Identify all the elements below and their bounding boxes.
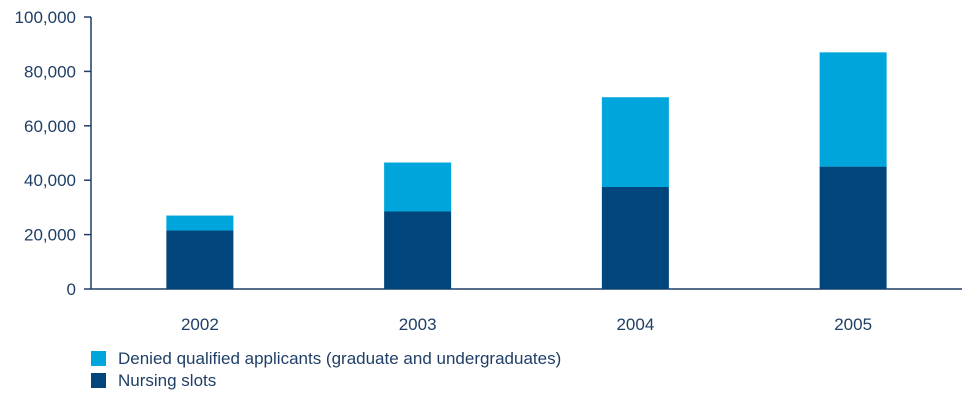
bar-segment-nursing-slots bbox=[819, 166, 887, 289]
bar-segment-denied-applicants bbox=[384, 162, 452, 212]
bars bbox=[166, 52, 887, 289]
legend-label: Denied qualified applicants (graduate an… bbox=[118, 349, 561, 368]
y-tick-label: 40,000 bbox=[24, 171, 76, 190]
bar-segment-nursing-slots bbox=[601, 187, 669, 289]
bar-segment-denied-applicants bbox=[819, 52, 887, 167]
y-tick-label: 20,000 bbox=[24, 226, 76, 245]
x-tick-label: 2004 bbox=[616, 315, 654, 334]
y-tick-label: 80,000 bbox=[24, 62, 76, 81]
bar-segment-denied-applicants bbox=[166, 215, 234, 231]
legend-swatch bbox=[91, 373, 106, 388]
x-tick-label: 2002 bbox=[181, 315, 219, 334]
bar-segment-nursing-slots bbox=[166, 230, 234, 289]
x-axis: 2002 2003 2004 2005 bbox=[91, 288, 962, 334]
legend-swatch bbox=[91, 351, 106, 366]
bar-segment-nursing-slots bbox=[384, 211, 452, 289]
y-tick-label: 0 bbox=[67, 280, 76, 299]
legend: Denied qualified applicants (graduate an… bbox=[91, 349, 561, 390]
legend-label: Nursing slots bbox=[118, 371, 216, 390]
y-tick-label: 60,000 bbox=[24, 117, 76, 136]
x-tick-label: 2003 bbox=[399, 315, 437, 334]
y-tick-label: 100,000 bbox=[15, 8, 76, 27]
x-tick-label: 2005 bbox=[834, 315, 872, 334]
bar-segment-denied-applicants bbox=[601, 97, 669, 187]
y-axis: 0 20,000 40,000 60,000 80,000 100,000 bbox=[15, 8, 92, 299]
